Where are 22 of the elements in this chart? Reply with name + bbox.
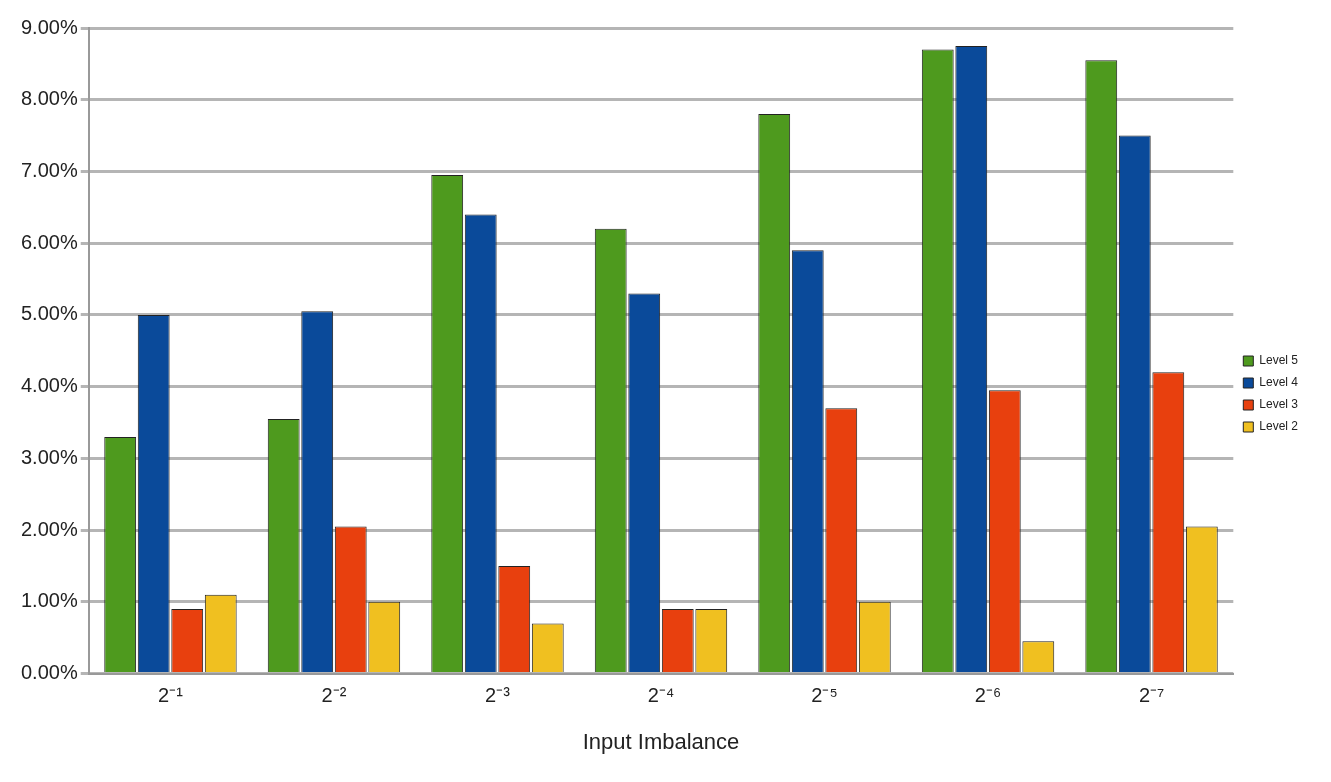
x-tick-label: 2⁻⁷ — [1138, 684, 1165, 707]
x-tick-label: 2⁻³ — [485, 684, 511, 707]
y-tick-label: 6.00% — [20, 230, 78, 253]
y-tick-label: 1.00% — [20, 589, 78, 612]
x-tick-label: 2⁻² — [321, 684, 347, 707]
x-axis-title: Input Imbalance — [582, 728, 740, 754]
y-tick-label: 3.00% — [20, 445, 78, 468]
y-tick-label: 4.00% — [20, 374, 78, 397]
legend-label: Level 2 — [1259, 419, 1299, 434]
x-tick-label: 2⁻¹ — [158, 684, 184, 707]
x-tick-label: 2⁻⁵ — [811, 684, 838, 707]
x-tick-label: 2⁻⁴ — [647, 684, 675, 707]
y-tick-label: 9.00% — [20, 15, 78, 38]
legend-label: Level 3 — [1259, 397, 1299, 412]
y-tick-label: 5.00% — [20, 302, 78, 325]
legend-label: Level 4 — [1259, 375, 1299, 390]
y-tick-label: 8.00% — [20, 87, 78, 110]
y-tick-label: 0.00% — [20, 661, 78, 684]
y-tick-label: 7.00% — [20, 158, 78, 181]
y-tick-label: 2.00% — [20, 517, 78, 540]
x-tick-label: 2⁻⁶ — [974, 684, 1002, 707]
legend-label: Level 5 — [1259, 353, 1299, 368]
